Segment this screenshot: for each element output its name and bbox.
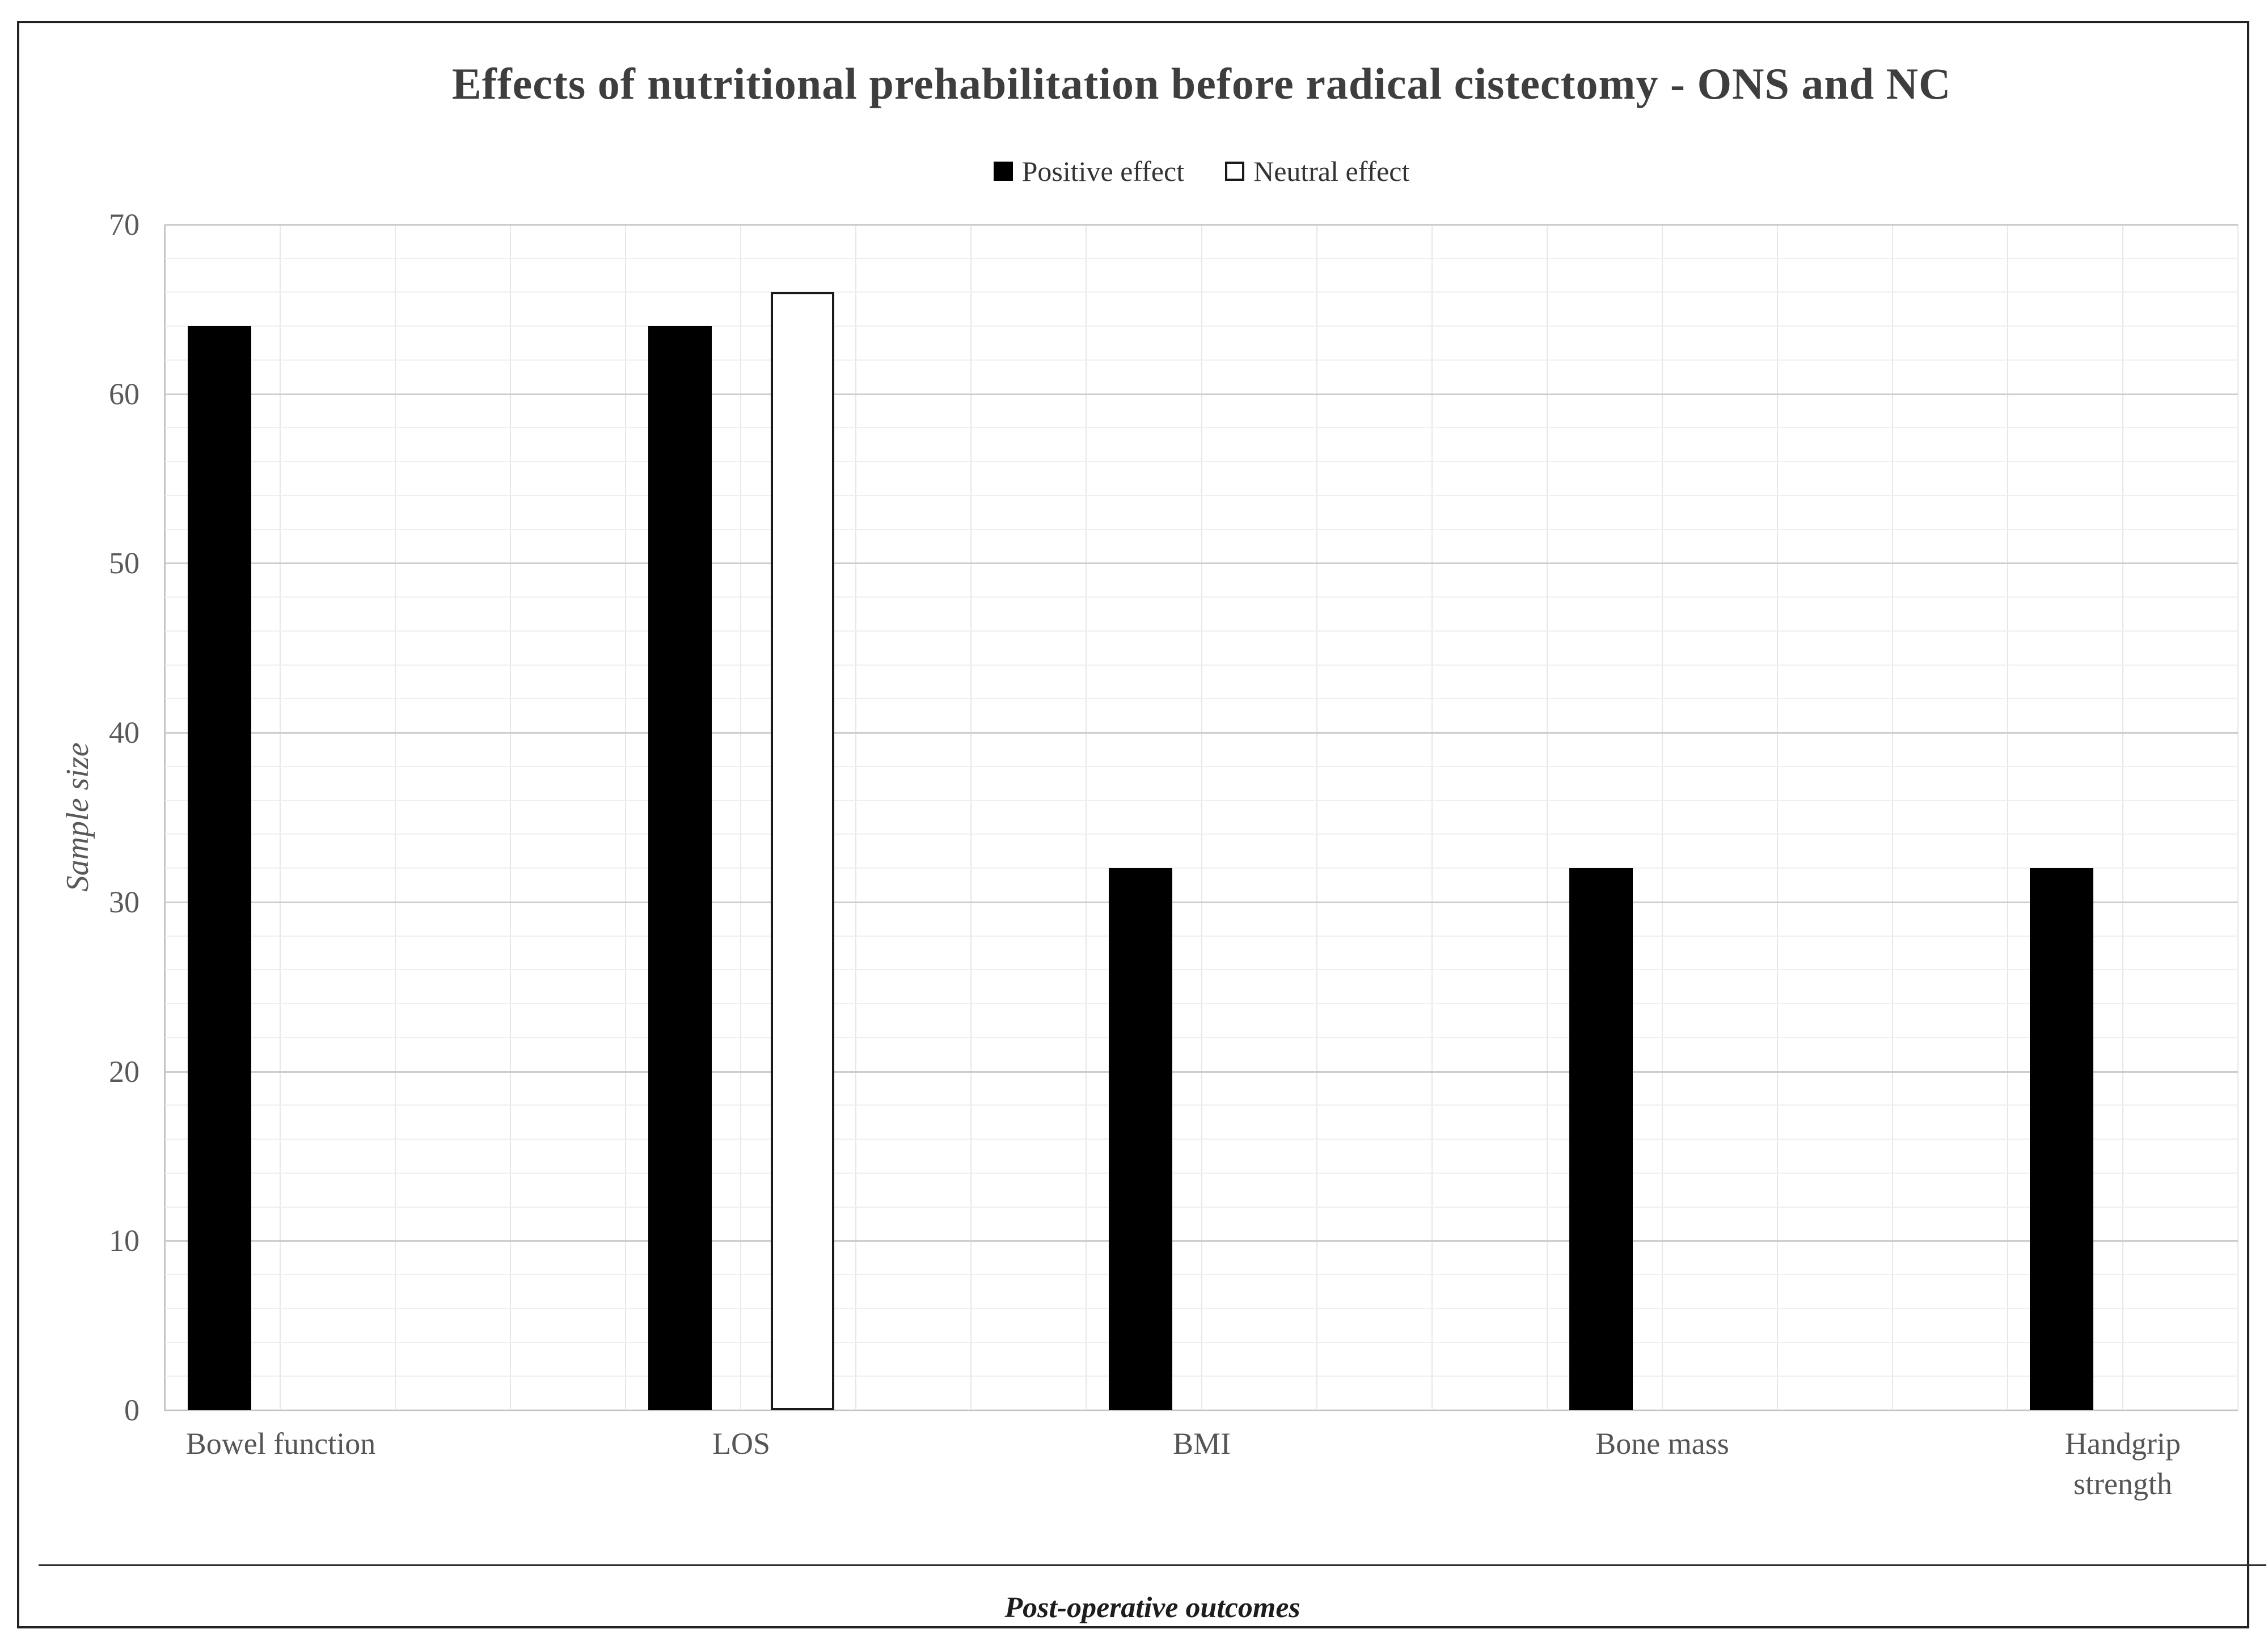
vertical-gridline <box>1431 225 1433 1410</box>
legend-label-positive: Positive effect <box>1021 155 1185 187</box>
minor-gridline <box>165 1139 2238 1140</box>
vertical-gridline <box>280 225 281 1410</box>
minor-gridline <box>165 1003 2238 1004</box>
category-label-bowel-function: Bowel function <box>185 1427 376 1461</box>
minor-gridline <box>165 698 2238 699</box>
vertical-gridline <box>510 225 511 1410</box>
vertical-gridline <box>625 225 626 1410</box>
minor-gridline <box>165 461 2238 462</box>
minor-gridline <box>165 766 2238 767</box>
category-label-handgrip-strength: Handgrip strength <box>2065 1427 2181 1501</box>
minor-gridline <box>165 665 2238 666</box>
minor-gridline <box>165 325 2238 327</box>
y-tick-label-40: 40 <box>109 716 140 750</box>
minor-gridline <box>165 529 2238 530</box>
bar-positive-los <box>648 326 712 1410</box>
y-axis-line <box>164 225 166 1410</box>
vertical-gridline <box>1892 225 1893 1410</box>
minor-gridline <box>165 833 2238 835</box>
vertical-gridline <box>1086 225 1087 1410</box>
category-label-los: LOS <box>712 1427 770 1461</box>
bar-positive-handgrip-strength <box>2030 868 2093 1410</box>
chart-title: Effects of nutritional prehabilitation b… <box>451 59 1952 108</box>
plot-area <box>164 224 2239 1411</box>
vertical-gridline <box>740 225 741 1410</box>
minor-gridline <box>165 596 2238 598</box>
minor-gridline <box>165 427 2238 428</box>
minor-gridline <box>165 291 2238 293</box>
vertical-gridline <box>2007 225 2008 1410</box>
bar-positive-bone-mass <box>1569 868 1633 1410</box>
x-axis-title: Post-operative outcomes <box>1004 1592 1300 1624</box>
vertical-gridline <box>970 225 972 1410</box>
y-tick-label-70: 70 <box>109 208 140 242</box>
minor-gridline <box>165 800 2238 801</box>
minor-gridline <box>165 1105 2238 1106</box>
y-tick-label-30: 30 <box>109 885 140 919</box>
y-tick-label-60: 60 <box>109 377 140 411</box>
category-label-bmi: BMI <box>1172 1427 1231 1461</box>
positive-effect-swatch-icon <box>993 162 1013 181</box>
legend: Positive effect Neutral effect <box>165 150 2238 192</box>
vertical-gridline <box>2122 225 2123 1410</box>
neutral-effect-swatch-icon <box>1225 162 1245 181</box>
y-tick-label-20: 20 <box>109 1055 140 1089</box>
minor-gridline <box>165 969 2238 970</box>
minor-gridline <box>165 868 2238 869</box>
figure-frame: Effects of nutritional prehabilitation b… <box>17 21 2266 1628</box>
major-gridline <box>165 393 2238 395</box>
major-gridline <box>165 1240 2238 1242</box>
category-label-bone-mass: Bone mass <box>1595 1427 1729 1461</box>
major-gridline <box>165 1071 2238 1073</box>
minor-gridline <box>165 1342 2238 1343</box>
vertical-gridline <box>1662 225 1663 1410</box>
minor-gridline <box>165 1173 2238 1174</box>
minor-gridline <box>165 258 2238 259</box>
major-gridline <box>165 732 2238 734</box>
minor-gridline <box>165 1207 2238 1208</box>
x-axis-line <box>164 1410 2238 1411</box>
minor-gridline <box>165 1274 2238 1275</box>
y-tick-label-50: 50 <box>109 546 140 580</box>
minor-gridline <box>165 1037 2238 1038</box>
minor-gridline <box>165 495 2238 496</box>
vertical-gridline <box>1777 225 1778 1410</box>
legend-item-neutral-effect: Neutral effect <box>1225 155 1409 188</box>
bar-neutral-los <box>771 292 834 1410</box>
major-gridline <box>165 902 2238 903</box>
x-axis-title-band: Post-operative outcomes <box>39 1564 2266 1646</box>
vertical-gridline <box>2237 225 2239 1410</box>
bar-positive-bmi <box>1109 868 1172 1410</box>
vertical-gridline <box>855 225 856 1410</box>
y-tick-label-0: 0 <box>124 1393 140 1427</box>
major-gridline <box>165 562 2238 564</box>
minor-gridline <box>165 359 2238 361</box>
vertical-gridline <box>1547 225 1548 1410</box>
minor-gridline <box>165 631 2238 632</box>
y-tick-label-10: 10 <box>109 1224 140 1258</box>
vertical-gridline <box>1316 225 1317 1410</box>
minor-gridline <box>165 1376 2238 1377</box>
vertical-gridline <box>1201 225 1202 1410</box>
bar-positive-bowel-function <box>188 326 251 1410</box>
minor-gridline <box>165 1308 2238 1309</box>
y-axis-title: Sample size <box>60 742 95 892</box>
major-gridline <box>165 224 2238 226</box>
minor-gridline <box>165 936 2238 937</box>
legend-item-positive-effect: Positive effect <box>993 155 1185 188</box>
legend-label-neutral: Neutral effect <box>1253 155 1410 187</box>
vertical-gridline <box>395 225 396 1410</box>
